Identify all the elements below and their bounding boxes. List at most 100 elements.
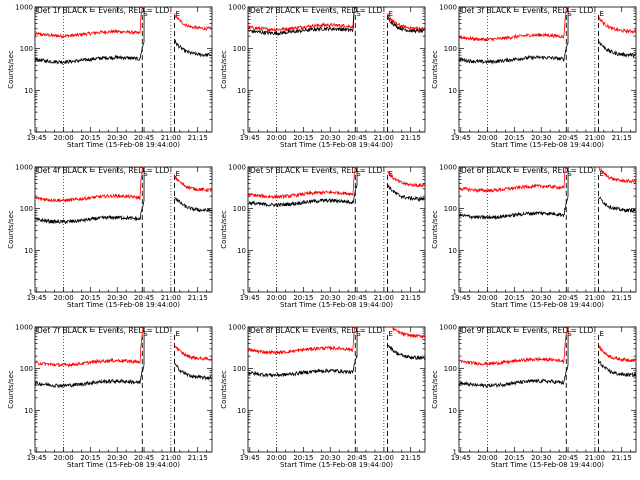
- marker-label: S: [567, 10, 572, 18]
- events-series-before: [35, 7, 145, 66]
- x-axis-label: Start Time (15-Feb-08 19:44:00): [491, 141, 604, 149]
- events-series-after: [387, 15, 425, 34]
- x-tick-label: 21:00: [161, 454, 181, 462]
- plot-frame: [458, 326, 637, 453]
- panel-title: Det 6f BLACK = Events, RED = LLD: [461, 166, 594, 175]
- x-tick-label: 21:15: [401, 134, 421, 142]
- x-tick-label: 20:15: [80, 454, 100, 462]
- x-tick-label: 21:15: [188, 294, 208, 302]
- events-series-after: [174, 196, 212, 213]
- lld-series-before: [248, 326, 358, 356]
- x-tick-label: 20:30: [107, 134, 127, 142]
- x-tick-label: 21:15: [612, 294, 632, 302]
- x-tick-label: 20:30: [531, 454, 551, 462]
- marker-label: S: [567, 330, 572, 338]
- x-tick-label: 20:45: [134, 134, 154, 142]
- x-tick-label: 19:45: [451, 294, 471, 302]
- y-tick-label: 1: [29, 449, 33, 457]
- x-tick-label: 21:00: [585, 454, 605, 462]
- plot-frame: [458, 6, 637, 133]
- events-series-before: [248, 167, 358, 208]
- y-tick-label: 1: [242, 129, 246, 137]
- events-series-after: [598, 40, 636, 58]
- x-tick-label: 19:45: [240, 454, 260, 462]
- y-tick-label: 10: [24, 407, 33, 415]
- x-tick-label: 20:30: [531, 294, 551, 302]
- lld-series-before: [35, 326, 145, 368]
- y-tick-label: 1000: [439, 4, 457, 12]
- x-tick-label: 20:00: [267, 134, 287, 142]
- events-series-after: [598, 196, 636, 213]
- lld-series-after: [174, 174, 212, 193]
- plot-frame: [458, 166, 637, 293]
- panel-title: Det 8f BLACK = Events, RED = LLD: [250, 326, 383, 335]
- y-tick-label: 1000: [15, 4, 33, 12]
- y-tick-label: 1: [29, 289, 33, 297]
- y-tick-label: 1000: [228, 324, 246, 332]
- y-tick-label: 1000: [439, 324, 457, 332]
- y-tick-label: 10: [448, 247, 457, 255]
- x-tick-label: 20:45: [134, 294, 154, 302]
- x-tick-label: 20:15: [293, 294, 313, 302]
- lld-series-after: [387, 326, 425, 340]
- y-tick-label: 10: [448, 87, 457, 95]
- x-tick-label: 20:45: [558, 454, 578, 462]
- events-series-before: [35, 167, 145, 225]
- y-tick-label: 100: [444, 205, 457, 213]
- marker-label: E: [388, 170, 392, 178]
- y-tick-label: 1: [29, 129, 33, 137]
- x-tick-label: 21:00: [374, 134, 394, 142]
- x-tick-label: 20:15: [293, 134, 313, 142]
- x-tick-label: 19:45: [27, 294, 47, 302]
- x-tick-label: 20:15: [504, 134, 524, 142]
- events-series-before: [459, 327, 569, 389]
- x-tick-label: 20:15: [504, 294, 524, 302]
- x-axis-label: Start Time (15-Feb-08 19:44:00): [491, 301, 604, 309]
- plot-frame: [247, 6, 426, 133]
- x-tick-label: 21:00: [374, 454, 394, 462]
- marker-label: S: [143, 170, 148, 178]
- x-tick-label: 21:15: [401, 294, 421, 302]
- y-tick-label: 1000: [228, 4, 246, 12]
- y-tick-label: 100: [233, 365, 246, 373]
- x-tick-label: 20:45: [134, 454, 154, 462]
- x-axis-label: Start Time (15-Feb-08 19:44:00): [280, 461, 393, 469]
- marker-label: S: [356, 170, 361, 178]
- events-series-before: [248, 6, 358, 37]
- y-tick-label: 10: [448, 407, 457, 415]
- y-tick-label: 1: [453, 129, 457, 137]
- x-axis-label: Start Time (15-Feb-08 19:44:00): [491, 461, 604, 469]
- x-tick-label: 20:15: [80, 134, 100, 142]
- y-tick-label: 100: [444, 365, 457, 373]
- x-axis-label: Start Time (15-Feb-08 19:44:00): [280, 141, 393, 149]
- x-tick-label: 19:45: [451, 134, 471, 142]
- y-tick-label: 1: [453, 449, 457, 457]
- panel-title: Det 1f BLACK = Events, RED = LLD: [37, 6, 170, 15]
- marker-label: E: [175, 10, 179, 18]
- y-axis-label: Counts/sec: [7, 210, 15, 249]
- events-series-after: [174, 363, 212, 381]
- x-tick-label: 21:15: [401, 454, 421, 462]
- x-axis-label: Start Time (15-Feb-08 19:44:00): [67, 301, 180, 309]
- panel-title: Det 2f BLACK = Events, RED = LLD: [250, 6, 383, 15]
- panel-title: Det 5f BLACK = Events, RED = LLD: [250, 166, 383, 175]
- marker-label: E: [388, 330, 392, 338]
- x-tick-label: 21:15: [188, 454, 208, 462]
- y-tick-label: 1: [453, 289, 457, 297]
- x-tick-label: 20:30: [531, 134, 551, 142]
- events-series-before: [35, 327, 145, 389]
- panel-title: Det 3f BLACK = Events, RED = LLD: [461, 6, 594, 15]
- x-tick-label: 20:00: [478, 134, 498, 142]
- x-tick-label: 20:15: [293, 454, 313, 462]
- y-tick-label: 10: [237, 87, 246, 95]
- marker-label: E: [175, 170, 179, 178]
- lld-series-after: [387, 170, 425, 188]
- y-tick-label: 100: [20, 205, 33, 213]
